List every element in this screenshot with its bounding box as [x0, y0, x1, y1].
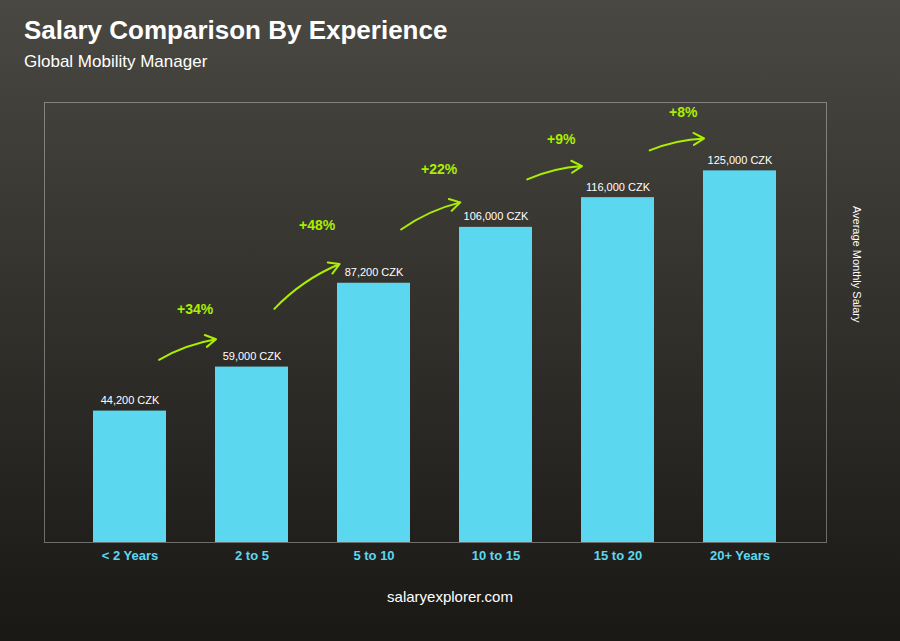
html-text:Global Mobility Manager: Global Mobility Manager [24, 52, 208, 71]
svg-text:116,000 CZK: 116,000 CZK [586, 181, 651, 193]
html-text:Salary Comparison By Experienc: Salary Comparison By Experience [24, 15, 448, 45]
svg-text:106,000 CZK: 106,000 CZK [464, 210, 529, 222]
svg-text:2 to 5: 2 to 5 [235, 548, 269, 563]
svg-text:+34%: +34% [177, 301, 214, 317]
svg-text:15 to 20: 15 to 20 [594, 548, 642, 563]
svg-text:< 2 Years: < 2 Years [102, 548, 159, 563]
svg-text:+9%: +9% [547, 131, 576, 147]
svg-text:Average Monthly Salary: Average Monthly Salary [851, 206, 863, 323]
svg-text:10 to 15: 10 to 15 [472, 548, 520, 563]
svg-text:125,000 CZK: 125,000 CZK [708, 154, 773, 166]
svg-text:20+ Years: 20+ Years [710, 548, 770, 563]
svg-text:87,200 CZK: 87,200 CZK [345, 266, 404, 278]
svg-text:+22%: +22% [421, 161, 458, 177]
svg-text:+8%: +8% [669, 104, 698, 120]
svg-text:+48%: +48% [299, 217, 336, 233]
svg-text:5 to 10: 5 to 10 [353, 548, 394, 563]
svg-text:44,200 CZK: 44,200 CZK [101, 394, 160, 406]
svg-text:59,000 CZK: 59,000 CZK [223, 350, 282, 362]
html-text:salaryexplorer.com: salaryexplorer.com [387, 588, 513, 605]
